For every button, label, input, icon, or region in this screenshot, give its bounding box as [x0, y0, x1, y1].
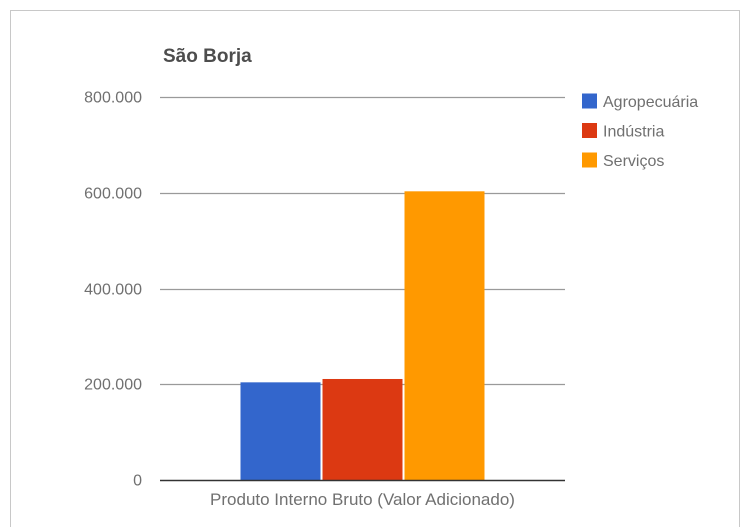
bar-servicos[interactable]	[404, 191, 485, 480]
legend-label: Agropecuária	[603, 94, 698, 111]
y-tick-label: 600.000	[84, 186, 142, 203]
chart-border	[10, 10, 740, 527]
bars	[240, 191, 485, 480]
bar-agropecuaria[interactable]	[240, 382, 321, 480]
y-tick-label: 200.000	[84, 377, 142, 394]
gridlines	[160, 96, 565, 386]
y-tick-label: 800.000	[84, 90, 142, 107]
legend-item[interactable]: Serviços	[582, 152, 664, 171]
x-category-label: Produto Interno Bruto (Valor Adicionado)	[210, 490, 515, 509]
legend-swatch	[582, 123, 597, 138]
chart-title: São Borja	[163, 46, 252, 67]
legend-swatch	[582, 152, 597, 168]
legend-label: Serviços	[603, 153, 664, 170]
legend-swatch	[582, 93, 597, 109]
bar-industria[interactable]	[322, 378, 403, 480]
legend-item[interactable]: Indústria	[582, 123, 664, 141]
y-tick-label: 0	[133, 473, 142, 490]
legend-label: Indústria	[603, 124, 664, 141]
legend: Agropecuária Indústria Serviços	[582, 93, 698, 171]
y-tick-label: 400.000	[84, 282, 142, 299]
axes: 0 200.000 400.000 600.000 800.000 Produto Int…	[84, 90, 565, 509]
legend-item[interactable]: Agropecuária	[582, 93, 698, 112]
